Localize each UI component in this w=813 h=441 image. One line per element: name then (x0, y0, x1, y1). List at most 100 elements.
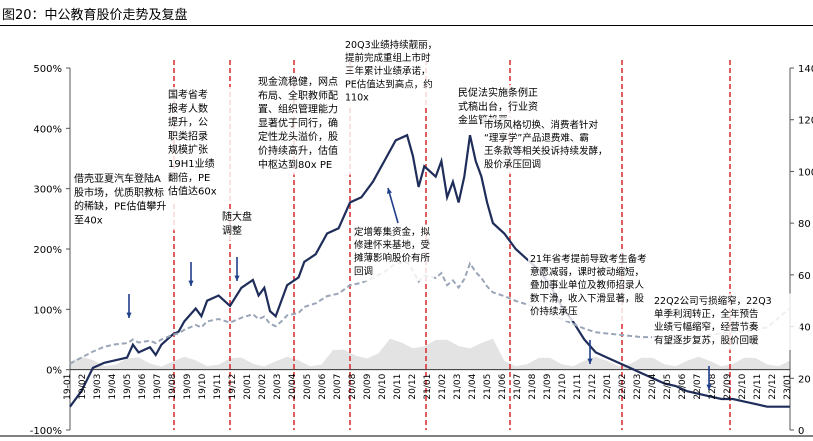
annotation-line: 民促法实施条例正 (458, 86, 538, 99)
x-tick-label: 22/09 (723, 373, 733, 399)
annotation-line: 借壳亚夏汽车登陆A (74, 172, 161, 185)
x-tick-label: 21/08 (528, 373, 538, 399)
x-tick-label: 20/12 (408, 374, 418, 400)
annotation-line: 意愿减弱，课时被动缩短， (530, 266, 644, 278)
annotation-line: 王条款等相关投诉持续发酵， (484, 145, 608, 157)
x-tick-label: 21/04 (468, 373, 478, 399)
annotation-backdrop (72, 171, 178, 231)
right-tick-label: 0 (798, 426, 804, 437)
annotation-line: 回调 (354, 266, 373, 277)
x-tick-label: 21/02 (438, 374, 448, 400)
x-tick-label: 20/05 (303, 374, 313, 400)
right-tick-label: 100 (798, 167, 813, 178)
annotation-line: 业绩亏幅缩窄，经营节奏 (654, 321, 759, 333)
left-tick-label: -100% (30, 426, 62, 437)
annotation-line: 置、组织管理能力 (258, 103, 338, 116)
annotation-line: 数下滑，收入下滑显著，股 (530, 292, 645, 304)
x-tick-label: 22/06 (678, 373, 688, 399)
x-tick-label: 22/07 (693, 374, 703, 400)
annotation-line: PE估值达到高点，约 (345, 78, 433, 90)
annotation-line: 股市场，优质职教标 (74, 186, 164, 199)
annotation-line: 国考省考 (168, 88, 208, 101)
x-tick-label: 21/06 (498, 373, 508, 399)
x-tick-label: 20/07 (333, 374, 343, 400)
left-tick-label: 100% (33, 305, 62, 316)
tick-label-layer: 500% 400% 300% 200% 100% 0% -100% 140 120 100 80 60… (30, 64, 813, 437)
x-tick-label: 20/02 (258, 374, 268, 400)
annotation-backdrop (166, 87, 232, 202)
x-tick-label: 22/04 (648, 373, 658, 399)
x-tick-label: 19-01 (63, 374, 73, 400)
annotation-line: 定性龙头溢价，股 (258, 130, 338, 143)
annotation-line: “理享学”产品退费难、霸 (484, 132, 589, 144)
annotation-line: 21年省考提前导致考生备考 (530, 253, 647, 265)
x-tick-label: 19/06 (138, 373, 148, 399)
annotation-line: 现金流稳健，网点 (258, 75, 338, 88)
left-tick-label: 500% (33, 64, 62, 75)
x-tick-label: 19/04 (108, 373, 118, 399)
left-tick-label: 400% (33, 124, 62, 135)
annotation-line: 价持续承压 (530, 305, 578, 317)
x-tick-label: 19/02 (78, 374, 88, 400)
right-tick-label: 80 (798, 219, 811, 230)
right-tick-label: 20 (798, 374, 811, 385)
x-tick-label: 21/09 (543, 373, 553, 399)
annotation-line: 提升，公 (168, 117, 208, 129)
volume-area (70, 338, 790, 370)
x-tick-label: 23/01 (783, 374, 793, 400)
x-tick-label: 22/02 (618, 374, 628, 400)
x-tick-label: 21/07 (513, 374, 523, 400)
annotation-line: 价持续高升，估值 (258, 144, 338, 157)
annotation-line: 22Q2公司亏损缩窄，22Q3 (654, 295, 772, 307)
series-price-line (69, 133, 790, 408)
annotation-line: 19H1业绩 (168, 157, 215, 170)
arrow-1-head (126, 312, 132, 318)
x-tick-label: 22/11 (753, 374, 763, 400)
x-tick-label: 20/04 (288, 373, 298, 399)
x-tick-label: 22/03 (633, 374, 643, 400)
annotation-line: 提前完成重组上市时 (345, 52, 431, 64)
left-tick-label: 0% (46, 366, 62, 377)
x-tick-label: 20/08 (348, 373, 358, 399)
annotation-line: 定增筹集资金，拟 (354, 226, 431, 238)
annotation-line: 中枢达到80x PE (258, 158, 332, 171)
x-tick-label: 19/03 (93, 374, 103, 400)
arrow-5-head (587, 358, 593, 364)
annotation-line: 调整 (222, 224, 242, 237)
arrow-3-head (234, 275, 240, 281)
x-tick-label: 22/05 (663, 374, 673, 400)
left-tick-label: 200% (33, 245, 62, 256)
annotation-line: 布局、全职教师配 (258, 89, 338, 102)
x-tick-label: 20/01 (243, 374, 253, 400)
annotation-line: 职类招录 (168, 129, 208, 142)
arrow-2-head (188, 280, 194, 286)
annotation-line: 至40x (74, 214, 103, 226)
x-tick-label: 19/12 (228, 374, 238, 400)
x-tick-label: 21/01 (423, 374, 433, 400)
annotation-line: 110x (345, 92, 369, 103)
annotation-line: 翻倍，PE (168, 171, 210, 184)
annotation-line: 估值达60x (168, 185, 217, 198)
right-tick-label: 60 (798, 271, 811, 282)
annotation-line: 20Q3业绩持续靓丽， (345, 39, 437, 51)
annotation-line: 股价承压回调 (484, 159, 541, 170)
x-tick-label: 21/10 (558, 373, 568, 399)
x-tick-label: 20/03 (273, 374, 283, 400)
annotation-line: 三年累计业绩承诺， (345, 65, 431, 77)
annotation-line: 叠加事业单位及教师招录人 (530, 279, 645, 291)
x-tick-label: 19/10 (198, 373, 208, 399)
x-tick-label: 22/08 (708, 373, 718, 399)
right-tick-label: 120 (798, 116, 813, 127)
annotation-line: 单季利润转正，全年预告 (654, 308, 759, 320)
annotation-line: 市场风格切换、消费者针对 (484, 119, 599, 131)
annotation-backdrop (220, 209, 256, 241)
annotation-backdrop (352, 224, 434, 281)
arrow-6-head (706, 384, 712, 390)
annotation-line: 的稀缺，PE估值攀升 (74, 200, 166, 213)
annotation-layer: 借壳亚夏汽车登陆A股市场，优质职教标的稀缺，PE估值攀升至40x国考省考报考人数… (72, 37, 801, 390)
